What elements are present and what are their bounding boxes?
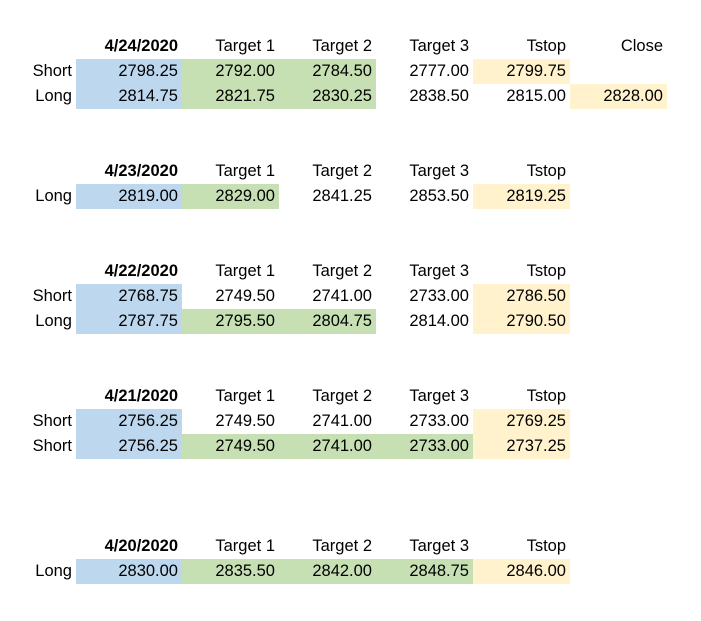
target2-header[interactable]: Target 2 [312, 262, 372, 280]
trade-block-2020-04-20: 4/20/2020 Target 1 Target 2 Target 3 Tst… [0, 534, 701, 584]
tstop-cell[interactable]: 2790.50 [473, 309, 570, 334]
target2-header[interactable]: Target 2 [312, 37, 372, 55]
target3-cell[interactable]: 2733.00 [376, 434, 473, 459]
trade-row: Long 2830.00 2835.50 2842.00 2848.75 284… [0, 559, 701, 584]
side-cell[interactable]: Short [32, 62, 72, 80]
date-header[interactable]: 4/23/2020 [104, 162, 178, 180]
target1-header[interactable]: Target 1 [215, 37, 275, 55]
side-cell[interactable]: Long [35, 562, 72, 580]
trade-row: Long 2819.00 2829.00 2841.25 2853.50 281… [0, 184, 701, 209]
tstop-cell[interactable]: 2786.50 [473, 284, 570, 309]
target1-header[interactable]: Target 1 [215, 262, 275, 280]
target3-header[interactable]: Target 3 [409, 387, 469, 405]
target3-header[interactable]: Target 3 [409, 262, 469, 280]
target3-cell[interactable]: 2733.00 [409, 287, 469, 305]
entry-cell[interactable]: 2814.75 [76, 84, 182, 109]
header-row: 4/22/2020 Target 1 Target 2 Target 3 Tst… [0, 259, 701, 284]
entry-cell[interactable]: 2830.00 [76, 559, 182, 584]
close-header[interactable]: Close [620, 37, 663, 55]
target1-cell[interactable]: 2749.50 [215, 287, 275, 305]
side-cell[interactable]: Short [32, 437, 72, 455]
trade-block-2020-04-22: 4/22/2020 Target 1 Target 2 Target 3 Tst… [0, 259, 701, 334]
date-header[interactable]: 4/24/2020 [104, 37, 178, 55]
trade-row: Short 2756.25 2749.50 2741.00 2733.00 27… [0, 409, 701, 434]
tstop-header[interactable]: Tstop [526, 537, 566, 555]
target2-header[interactable]: Target 2 [312, 537, 372, 555]
target2-header[interactable]: Target 2 [312, 162, 372, 180]
target2-cell[interactable]: 2830.25 [279, 84, 376, 109]
target1-cell[interactable]: 2835.50 [182, 559, 279, 584]
entry-cell[interactable]: 2768.75 [76, 284, 182, 309]
trade-block-2020-04-21: 4/21/2020 Target 1 Target 2 Target 3 Tst… [0, 384, 701, 459]
trade-block-2020-04-23: 4/23/2020 Target 1 Target 2 Target 3 Tst… [0, 159, 701, 209]
side-cell[interactable]: Long [35, 87, 72, 105]
target3-header[interactable]: Target 3 [409, 162, 469, 180]
target1-cell[interactable]: 2792.00 [182, 59, 279, 84]
header-row: 4/23/2020 Target 1 Target 2 Target 3 Tst… [0, 159, 701, 184]
entry-cell[interactable]: 2756.25 [76, 434, 182, 459]
tstop-header[interactable]: Tstop [526, 387, 566, 405]
target2-cell[interactable]: 2741.00 [312, 412, 372, 430]
trade-row: Short 2768.75 2749.50 2741.00 2733.00 27… [0, 284, 701, 309]
tstop-cell[interactable]: 2769.25 [473, 409, 570, 434]
trade-row: Long 2814.75 2821.75 2830.25 2838.50 281… [0, 84, 701, 109]
trade-row: Long 2787.75 2795.50 2804.75 2814.00 279… [0, 309, 701, 334]
target3-header[interactable]: Target 3 [409, 537, 469, 555]
target2-cell[interactable]: 2804.75 [279, 309, 376, 334]
target1-cell[interactable]: 2821.75 [182, 84, 279, 109]
target1-cell[interactable]: 2829.00 [182, 184, 279, 209]
trade-row: Short 2798.25 2792.00 2784.50 2777.00 27… [0, 59, 701, 84]
tstop-header[interactable]: Tstop [526, 162, 566, 180]
side-cell[interactable]: Long [35, 312, 72, 330]
trade-block-2020-04-24: 4/24/2020 Target 1 Target 2 Target 3 Tst… [0, 34, 701, 109]
tstop-header[interactable]: Tstop [526, 37, 566, 55]
target3-header[interactable]: Target 3 [409, 37, 469, 55]
target1-header[interactable]: Target 1 [215, 162, 275, 180]
entry-cell[interactable]: 2819.00 [76, 184, 182, 209]
target1-header[interactable]: Target 1 [215, 387, 275, 405]
target2-cell[interactable]: 2842.00 [279, 559, 376, 584]
target1-cell[interactable]: 2749.50 [215, 412, 275, 430]
target3-cell[interactable]: 2733.00 [409, 412, 469, 430]
target1-cell[interactable]: 2749.50 [182, 434, 279, 459]
target2-cell[interactable]: 2741.00 [279, 434, 376, 459]
tstop-header[interactable]: Tstop [526, 262, 566, 280]
target2-cell[interactable]: 2841.25 [312, 187, 372, 205]
target2-cell[interactable]: 2784.50 [279, 59, 376, 84]
tstop-cell[interactable]: 2737.25 [473, 434, 570, 459]
target3-cell[interactable]: 2838.50 [409, 87, 469, 105]
date-header[interactable]: 4/20/2020 [104, 537, 178, 555]
entry-cell[interactable]: 2787.75 [76, 309, 182, 334]
target2-cell[interactable]: 2741.00 [312, 287, 372, 305]
side-cell[interactable]: Short [32, 287, 72, 305]
header-row: 4/20/2020 Target 1 Target 2 Target 3 Tst… [0, 534, 701, 559]
target1-header[interactable]: Target 1 [215, 537, 275, 555]
side-cell[interactable]: Long [35, 187, 72, 205]
target3-cell[interactable]: 2777.00 [409, 62, 469, 80]
side-cell[interactable]: Short [32, 412, 72, 430]
tstop-cell[interactable]: 2819.25 [473, 184, 570, 209]
target2-header[interactable]: Target 2 [312, 387, 372, 405]
date-header[interactable]: 4/22/2020 [104, 262, 178, 280]
trade-row: Short 2756.25 2749.50 2741.00 2733.00 27… [0, 434, 701, 459]
date-header[interactable]: 4/21/2020 [104, 387, 178, 405]
header-row: 4/24/2020 Target 1 Target 2 Target 3 Tst… [0, 34, 701, 59]
tstop-cell[interactable]: 2799.75 [473, 59, 570, 84]
header-row: 4/21/2020 Target 1 Target 2 Target 3 Tst… [0, 384, 701, 409]
entry-cell[interactable]: 2798.25 [76, 59, 182, 84]
target3-cell[interactable]: 2848.75 [376, 559, 473, 584]
entry-cell[interactable]: 2756.25 [76, 409, 182, 434]
tstop-cell[interactable]: 2815.00 [506, 87, 566, 105]
target3-cell[interactable]: 2853.50 [409, 187, 469, 205]
target3-cell[interactable]: 2814.00 [409, 312, 469, 330]
tstop-cell[interactable]: 2846.00 [473, 559, 570, 584]
close-cell[interactable]: 2828.00 [570, 84, 667, 109]
target1-cell[interactable]: 2795.50 [182, 309, 279, 334]
